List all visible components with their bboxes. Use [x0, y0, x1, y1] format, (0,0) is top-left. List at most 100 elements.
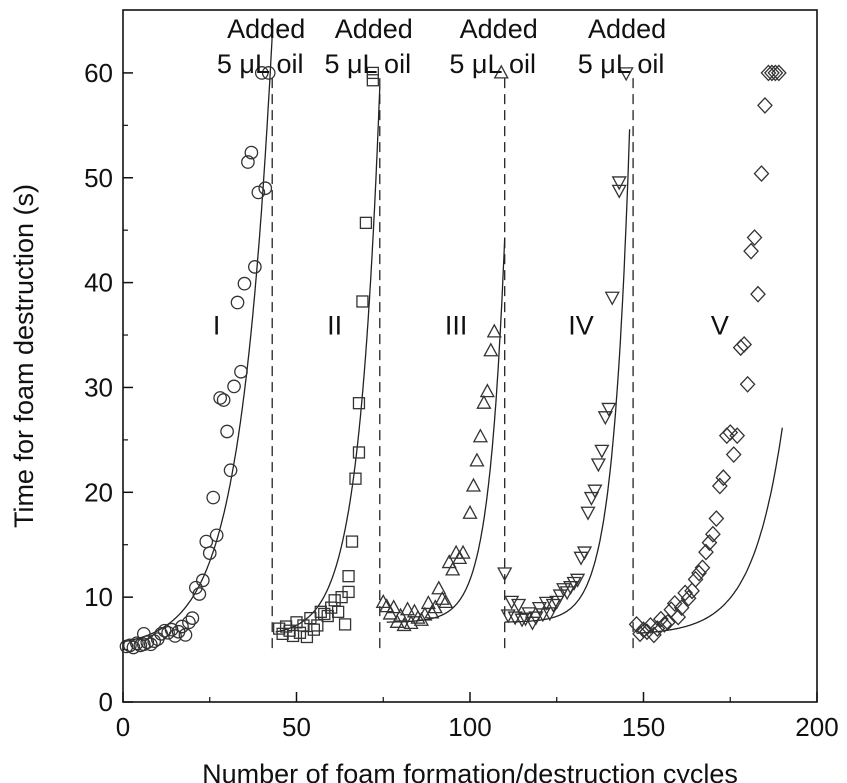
data-point — [410, 609, 426, 624]
data-point — [254, 66, 269, 80]
data-point — [130, 636, 144, 651]
data-point — [646, 626, 662, 644]
data-point — [136, 626, 151, 641]
data-point — [445, 561, 461, 576]
data-point — [290, 616, 303, 629]
y-axis-title: Time for foam destruction (s) — [9, 184, 39, 528]
data-point — [528, 611, 544, 626]
data-point — [587, 484, 603, 499]
data-point — [248, 260, 262, 274]
data-point — [386, 599, 402, 614]
oil-label-line2: 5 μL oil — [449, 49, 536, 79]
data-point — [656, 615, 673, 633]
data-point — [307, 623, 321, 636]
data-point — [611, 184, 627, 199]
data-point — [359, 216, 373, 229]
data-point — [479, 383, 495, 398]
data-point — [597, 411, 613, 426]
data-point — [680, 589, 697, 607]
data-point — [493, 64, 509, 79]
data-point — [556, 583, 572, 598]
data-point — [230, 295, 245, 310]
data-point — [420, 595, 436, 610]
data-point — [545, 598, 561, 613]
data-point — [469, 452, 485, 467]
data-point — [594, 444, 610, 459]
data-point — [349, 472, 362, 485]
data-point — [708, 510, 725, 527]
data-point — [566, 576, 582, 591]
data-point — [684, 582, 700, 600]
x-tick-label: 150 — [622, 712, 665, 742]
data-point — [691, 564, 707, 582]
fit-curve-II — [275, 87, 381, 633]
data-point — [237, 276, 252, 291]
data-point — [136, 637, 151, 652]
series-label-III: III — [445, 311, 468, 341]
x-tick-label: 100 — [448, 712, 491, 742]
data-point — [677, 584, 694, 602]
x-axis-title: Number of foam formation/destruction cyc… — [202, 759, 738, 783]
x-tick-label: 0 — [116, 712, 130, 742]
data-point — [123, 638, 137, 653]
data-point — [427, 599, 443, 614]
data-point — [455, 544, 471, 559]
data-point — [251, 185, 266, 200]
oil-label-line1: Added — [588, 14, 666, 44]
data-point — [143, 637, 158, 652]
data-point — [331, 605, 345, 618]
data-point — [234, 364, 248, 379]
data-point — [403, 614, 419, 630]
data-point — [366, 74, 379, 87]
data-point — [542, 607, 558, 622]
plot-frame — [122, 9, 818, 703]
data-point — [760, 64, 777, 82]
data-point — [147, 634, 162, 649]
y-tick-label: 0 — [99, 687, 113, 717]
data-point — [185, 611, 200, 625]
data-point — [673, 599, 690, 617]
data-point — [195, 573, 210, 588]
data-point — [462, 504, 478, 519]
data-point — [352, 446, 366, 459]
data-point — [770, 64, 787, 82]
data-point — [175, 619, 189, 634]
fit-curve-I — [122, 23, 274, 643]
data-point — [202, 546, 217, 560]
x-tick-label: 50 — [282, 712, 311, 742]
data-point — [192, 587, 207, 601]
data-point — [379, 598, 395, 613]
data-point — [583, 491, 600, 506]
data-point — [739, 375, 756, 393]
data-point — [535, 608, 551, 623]
data-point — [293, 626, 307, 639]
oil-addition-labels: Added 5 μL oil Added 5 μL oil Added 5 μL oil A… — [217, 14, 666, 79]
data-point — [261, 66, 276, 80]
y-tick-label: 20 — [84, 477, 113, 507]
data-point — [241, 155, 255, 169]
data-point — [399, 601, 416, 616]
fit-curve-III — [386, 237, 506, 623]
data-point — [718, 427, 735, 445]
data-point — [576, 546, 593, 561]
data-point — [476, 394, 492, 409]
y-tick-label: 10 — [84, 582, 113, 612]
data-point — [168, 629, 182, 643]
data-point — [244, 145, 259, 160]
data-point — [580, 506, 596, 521]
data-point — [438, 594, 454, 609]
data-point — [483, 342, 499, 357]
oil-label-line2: 5 μL oil — [324, 49, 411, 79]
data-point — [497, 567, 513, 582]
data-point — [732, 339, 749, 357]
data-point — [325, 601, 338, 614]
data-point — [345, 535, 359, 548]
data-point — [126, 640, 141, 655]
data-point — [431, 580, 447, 595]
data-point — [164, 622, 179, 637]
series-label-V: V — [711, 311, 729, 341]
data-point — [729, 427, 746, 445]
data-point — [140, 635, 155, 650]
data-point — [216, 393, 231, 407]
fit-curve-V — [636, 427, 783, 634]
